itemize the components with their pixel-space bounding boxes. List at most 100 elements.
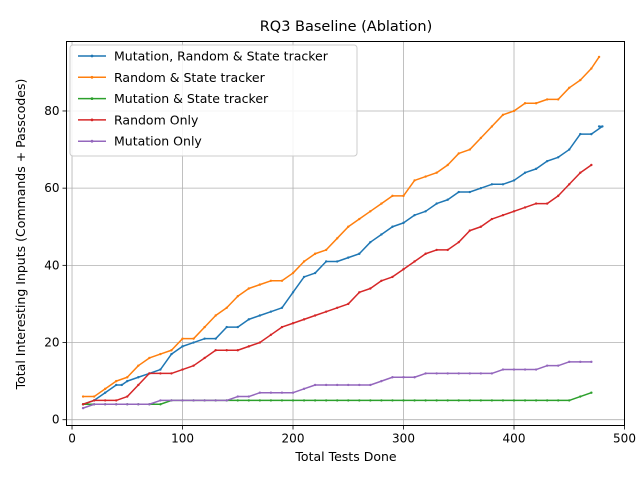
data-point xyxy=(203,325,206,329)
data-point xyxy=(534,102,538,105)
data-point xyxy=(280,325,284,329)
data-point xyxy=(103,391,107,394)
x-tick-label: 0 xyxy=(68,432,76,446)
data-point xyxy=(126,403,129,406)
data-point xyxy=(159,403,162,406)
data-point xyxy=(369,240,372,244)
data-point xyxy=(446,163,449,167)
data-point xyxy=(413,399,416,402)
data-point xyxy=(358,291,361,294)
data-point xyxy=(424,175,427,178)
data-point xyxy=(590,163,593,167)
x-tick-label: 200 xyxy=(282,432,305,446)
data-point xyxy=(523,171,527,174)
data-point xyxy=(302,318,306,321)
data-point xyxy=(137,364,140,367)
data-point xyxy=(324,248,328,252)
data-point xyxy=(579,395,582,398)
data-point xyxy=(435,248,438,252)
data-point xyxy=(468,148,472,151)
data-point xyxy=(203,399,206,402)
data-point xyxy=(192,341,195,344)
data-point xyxy=(313,252,317,255)
data-point xyxy=(545,98,549,101)
data-point xyxy=(181,337,184,340)
data-point xyxy=(534,368,538,371)
data-point xyxy=(137,383,140,387)
data-point xyxy=(358,383,361,387)
data-point xyxy=(446,372,449,375)
data-point xyxy=(214,399,217,402)
data-point xyxy=(590,67,593,70)
x-tick-label: 500 xyxy=(613,432,636,446)
data-point xyxy=(579,132,582,136)
data-point xyxy=(568,399,571,402)
data-point xyxy=(534,202,538,205)
data-point xyxy=(324,260,328,263)
data-point xyxy=(170,399,173,402)
data-point xyxy=(590,360,593,364)
data-point xyxy=(468,229,472,232)
data-point xyxy=(468,190,472,194)
data-point xyxy=(568,148,571,151)
data-point xyxy=(336,237,339,240)
data-point xyxy=(324,383,328,387)
data-point xyxy=(236,399,239,402)
data-point xyxy=(391,399,394,402)
data-point xyxy=(545,364,549,367)
data-point xyxy=(557,98,560,101)
data-point xyxy=(380,279,383,282)
data-point xyxy=(236,295,239,298)
data-point xyxy=(247,399,251,402)
data-point xyxy=(413,376,416,379)
data-point xyxy=(413,213,416,217)
data-point xyxy=(336,383,339,387)
data-point xyxy=(534,167,538,171)
data-point xyxy=(501,213,505,217)
data-point xyxy=(280,279,284,282)
data-point xyxy=(291,399,295,402)
data-point xyxy=(313,399,317,402)
legend-box xyxy=(69,44,358,157)
data-point xyxy=(413,179,416,182)
data-point xyxy=(424,210,427,213)
legend-marker xyxy=(90,118,94,122)
data-point xyxy=(435,202,438,205)
data-point xyxy=(92,395,96,398)
data-point xyxy=(258,283,262,286)
data-point xyxy=(170,352,173,356)
data-point xyxy=(490,183,494,186)
data-point xyxy=(159,368,162,371)
data-point xyxy=(501,183,505,186)
data-point xyxy=(557,399,560,402)
data-point xyxy=(302,399,306,402)
data-point xyxy=(568,360,571,364)
data-point xyxy=(391,194,394,198)
data-point xyxy=(435,399,438,402)
data-point xyxy=(446,248,449,252)
data-point xyxy=(512,368,516,371)
data-point xyxy=(324,310,328,313)
data-point xyxy=(258,391,262,394)
data-point xyxy=(402,194,405,198)
legend-marker xyxy=(90,75,94,79)
data-point xyxy=(347,225,350,228)
data-point xyxy=(545,399,549,402)
data-point xyxy=(103,387,107,391)
data-point xyxy=(512,210,516,213)
data-point xyxy=(457,240,460,244)
data-point xyxy=(597,125,601,128)
data-point xyxy=(115,383,118,387)
data-point xyxy=(203,337,206,340)
data-point xyxy=(501,113,505,117)
data-point xyxy=(579,360,582,364)
axis-ticks: 0 100 200 300 400 500 0 20 40 60 80 xyxy=(44,104,636,446)
data-point xyxy=(369,383,372,387)
data-point xyxy=(369,399,372,402)
data-point xyxy=(120,383,123,387)
plot-frame xyxy=(66,41,625,426)
data-point xyxy=(457,399,460,402)
data-point xyxy=(302,260,306,263)
data-point xyxy=(269,391,273,394)
